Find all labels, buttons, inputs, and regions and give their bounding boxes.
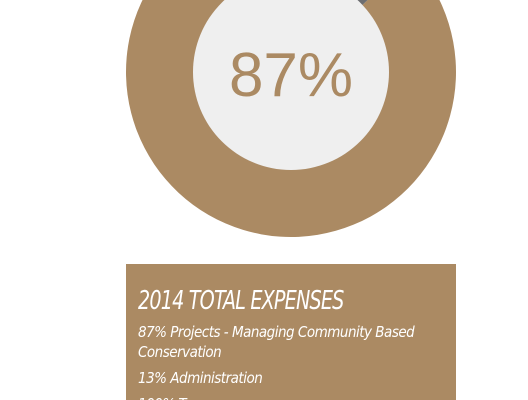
expenses-panel: 2014 TOTAL EXPENSES 87% Projects - Manag… [126, 264, 456, 400]
donut-chart: 87% [126, 0, 456, 237]
center-label: 87% [229, 41, 353, 110]
panel-items: 87% Projects - Managing Community Based … [138, 322, 444, 400]
donut-hole [193, 0, 389, 170]
panel-item: 100% Transparency [138, 394, 444, 400]
panel-item: 13% Administration [138, 369, 263, 387]
panel-title: 2014 TOTAL EXPENSES [138, 286, 344, 316]
panel-item: 87% Projects - Managing Community Based … [138, 323, 415, 361]
